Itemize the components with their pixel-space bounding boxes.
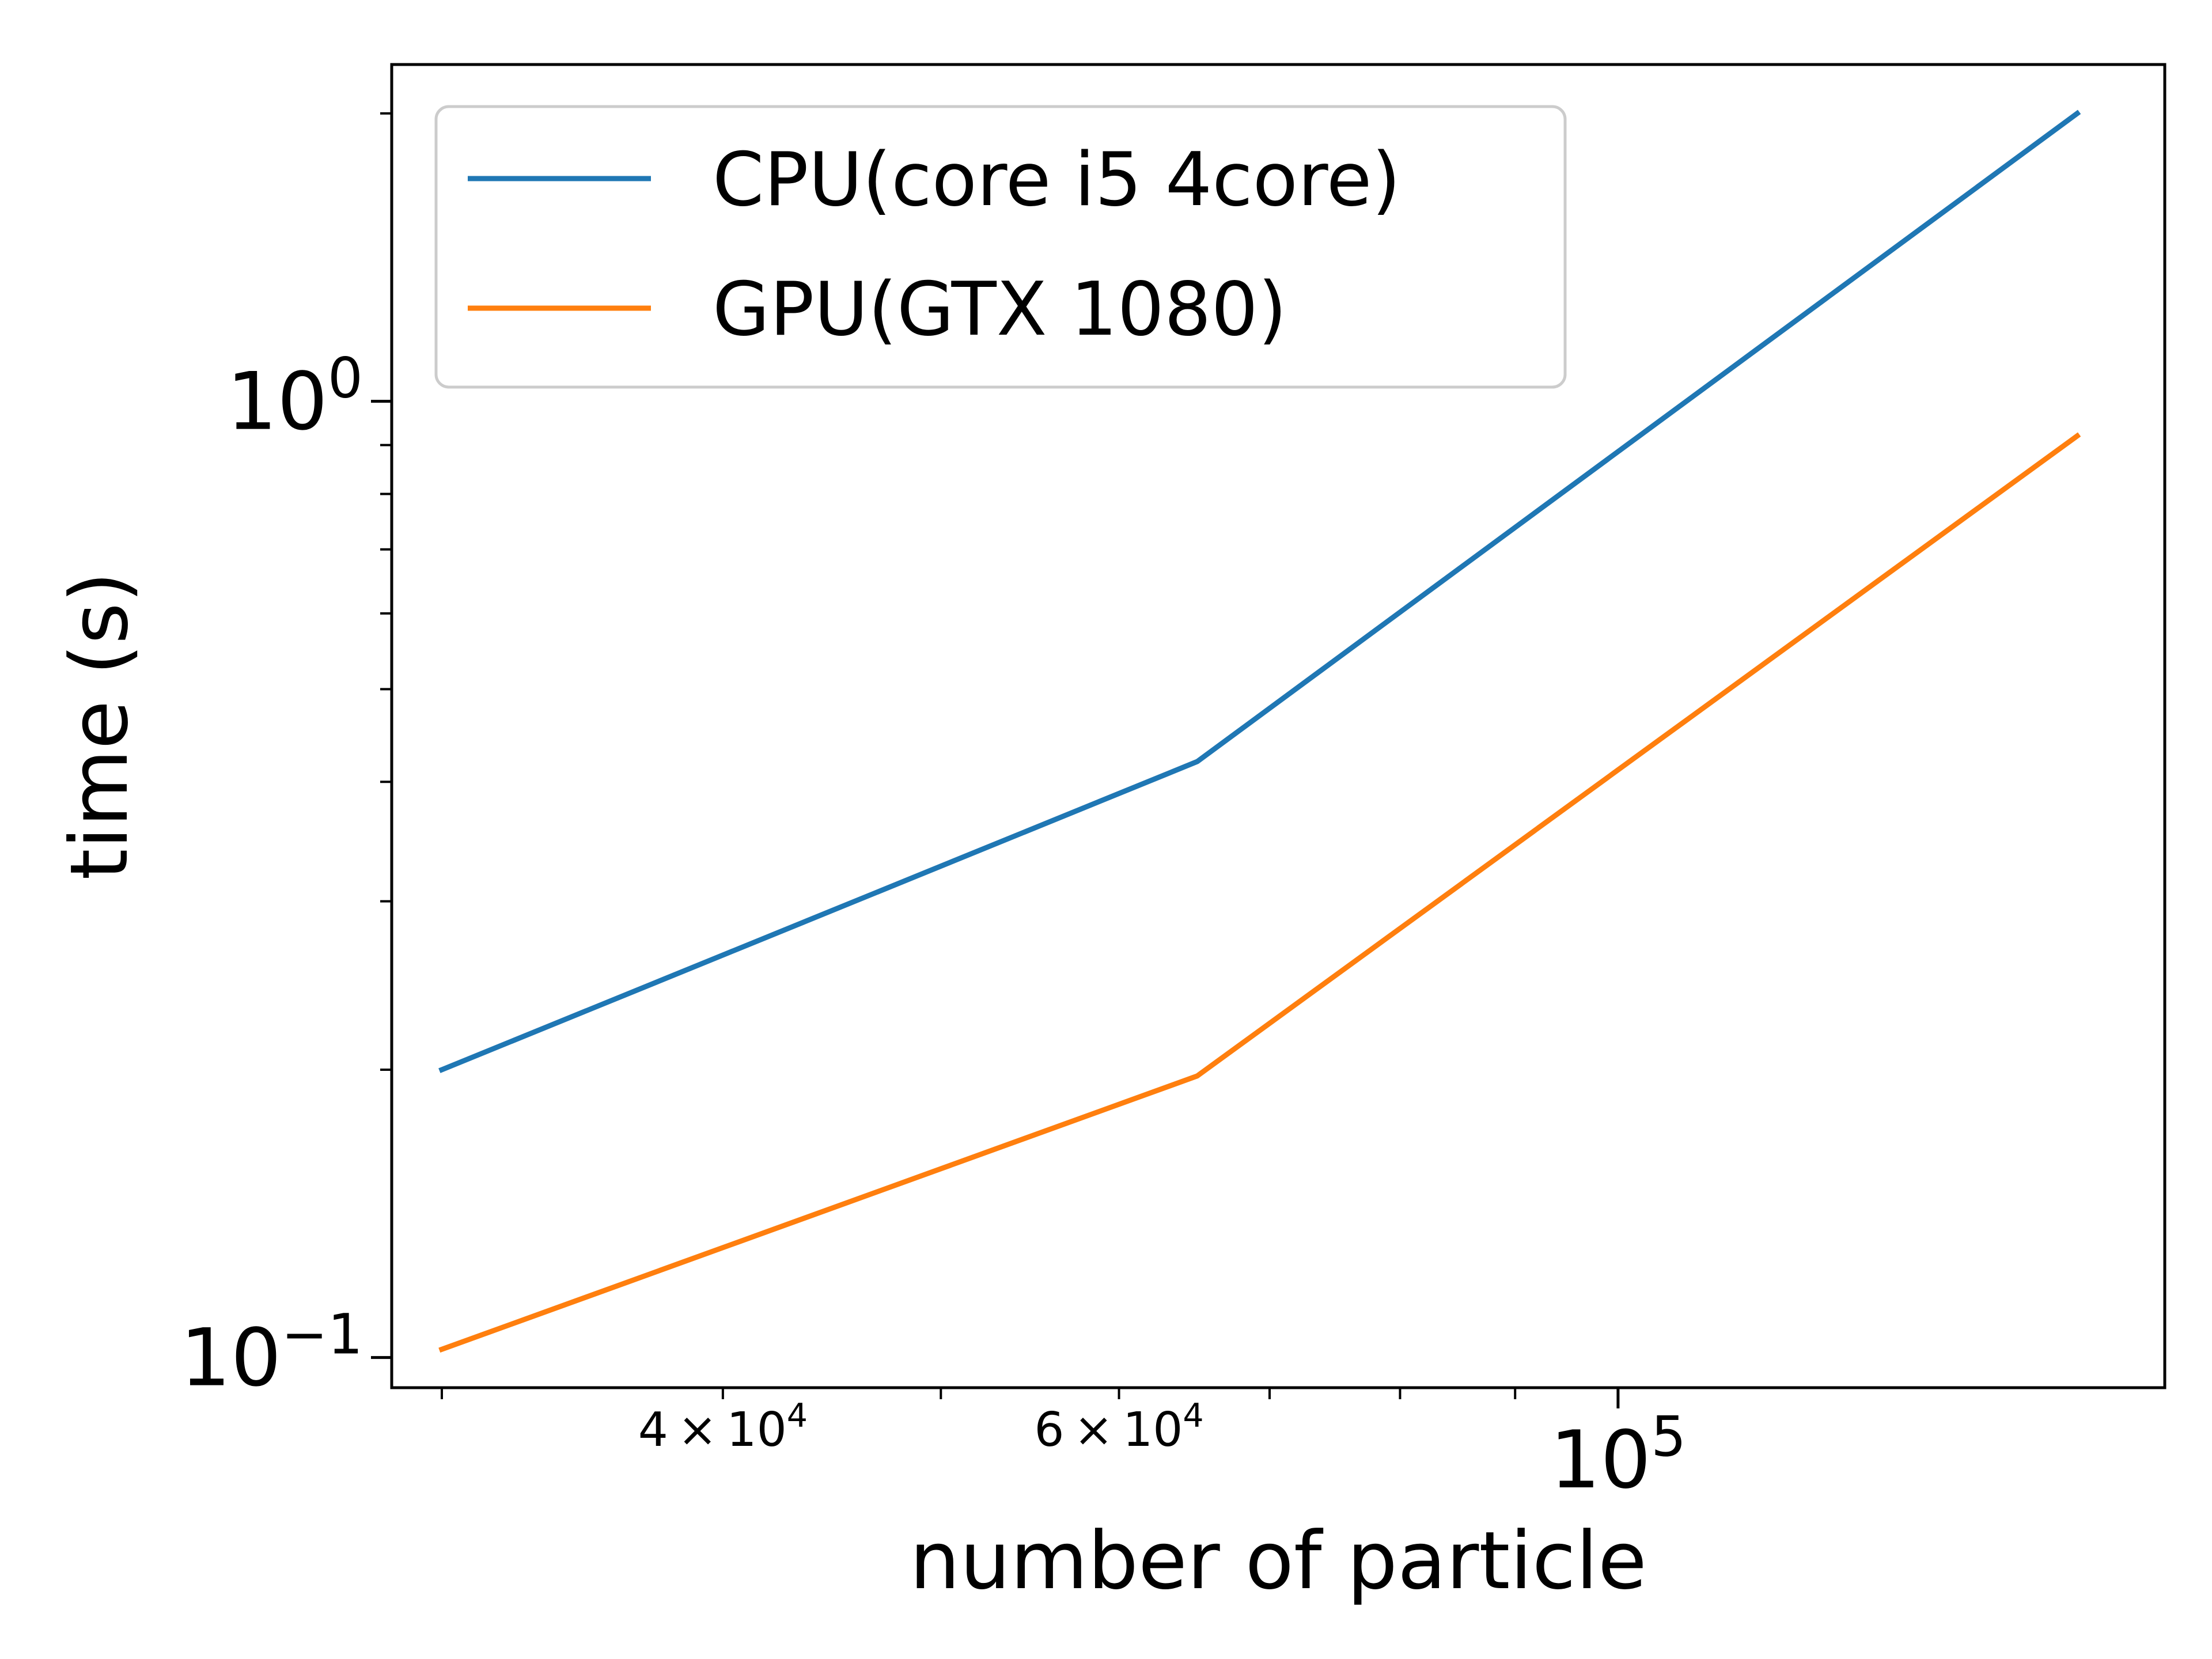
x-tick-labels: 4 × 104 6 × 104 105 [638,1397,1686,1506]
data-point-cpu [1195,759,1199,764]
data-point-cpu [440,1067,444,1072]
y-tick-labels: 100 10−1 [180,346,363,1404]
series-line-cpu [438,109,2081,1073]
data-point-gpu [440,1347,444,1351]
x-axis-label: number of particle [910,1514,1647,1607]
y-minor-ticks [371,112,392,1359]
legend-label-cpu: CPU(core i5 4core) [713,137,1400,223]
x-tick-label: 105 [1550,1404,1687,1506]
legend: CPU(core i5 4core) GPU(GTX 1080) [434,105,1567,389]
data-point-gpu [1195,1074,1199,1078]
plot-frame [390,63,2166,1389]
y-tick-label: 100 [226,346,363,448]
y-tick-label: 10−1 [180,1302,363,1404]
legend-box [434,105,1567,389]
x-minor-ticks [440,1388,1620,1408]
data-point-cpu [2075,111,2080,116]
x-tick-label: 4 × 104 [638,1397,808,1457]
y-axis-label: time (s) [53,571,146,880]
data-point-gpu [2075,434,2080,438]
legend-label-gpu: GPU(GTX 1080) [713,267,1287,353]
series-layer [438,109,2081,1353]
series-line-gpu [438,432,2081,1353]
x-tick-label: 6 × 104 [1034,1397,1203,1457]
